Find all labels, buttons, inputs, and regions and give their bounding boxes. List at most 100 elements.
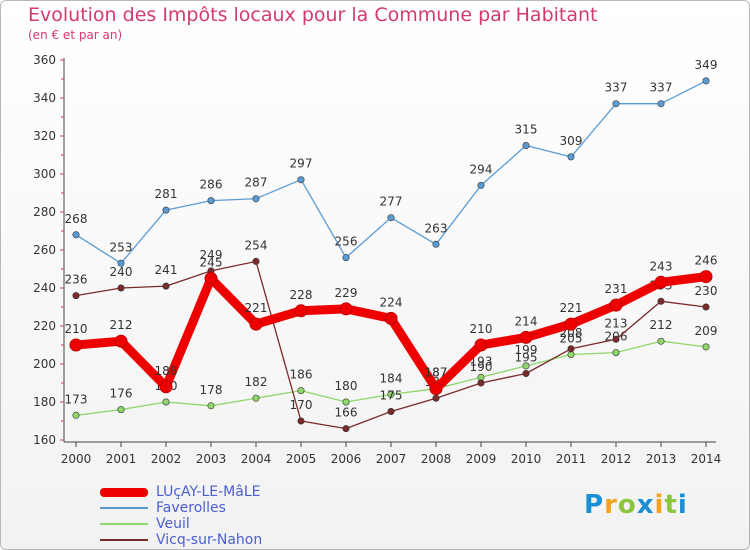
data-point-faverolles-2002 — [162, 206, 170, 214]
legend-label-faverolles: Faverolles — [156, 500, 226, 516]
data-label-lu-ay-le-m-le-2014: 246 — [695, 254, 718, 268]
data-label-vicq-sur-nahon-2005: 170 — [290, 398, 313, 412]
x-tick-label-2012: 2012 — [601, 452, 632, 466]
chart-title: Evolution des Impôts locaux pour la Comm… — [28, 4, 598, 26]
data-point-veuil-2003 — [207, 402, 215, 410]
data-point-lu-ay-le-m-le-2006 — [339, 302, 353, 316]
data-label-vicq-sur-nahon-2002: 241 — [155, 263, 178, 277]
legend-label-lucay: LUçAY-LE-MâLE — [156, 484, 261, 500]
data-label-lu-ay-le-m-le-2013: 243 — [650, 259, 673, 273]
data-label-faverolles-2014: 349 — [695, 58, 718, 72]
data-label-veuil-2000: 173 — [65, 392, 88, 406]
data-point-faverolles-2007 — [387, 214, 395, 222]
data-point-vicq-sur-nahon-2008 — [432, 394, 440, 402]
data-label-veuil-2009: 193 — [470, 354, 493, 368]
data-label-veuil-2010: 199 — [515, 343, 538, 357]
data-point-vicq-sur-nahon-2004 — [252, 257, 260, 265]
data-label-lu-ay-le-m-le-2006: 229 — [335, 286, 358, 300]
legend-label-vicq: Vicq-sur-Nahon — [156, 532, 263, 548]
x-tick-label-2009: 2009 — [466, 452, 497, 466]
data-label-vicq-sur-nahon-2007: 175 — [380, 389, 403, 403]
x-tick-label-2007: 2007 — [376, 452, 407, 466]
data-label-faverolles-2000: 268 — [65, 212, 88, 226]
legend-item-faverolles[interactable]: Faverolles — [100, 500, 360, 516]
data-label-lu-ay-le-m-le-2011: 221 — [560, 301, 583, 315]
data-point-faverolles-2011 — [567, 153, 575, 161]
data-point-lu-ay-le-m-le-2013 — [654, 275, 668, 289]
logo-letter-3: x — [636, 490, 655, 520]
data-point-faverolles-2010 — [522, 142, 530, 150]
x-tick-label-2013: 2013 — [646, 452, 677, 466]
data-label-faverolles-2001: 253 — [110, 240, 133, 254]
data-point-lu-ay-le-m-le-2009 — [474, 338, 488, 352]
data-point-vicq-sur-nahon-2005 — [297, 417, 305, 425]
data-point-veuil-2007 — [387, 390, 395, 398]
data-point-veuil-2010 — [522, 362, 530, 370]
data-point-faverolles-2012 — [612, 100, 620, 108]
data-label-faverolles-2010: 315 — [515, 123, 538, 137]
data-label-lu-ay-le-m-le-2012: 231 — [605, 282, 628, 296]
y-tick-label-240: 240 — [33, 281, 56, 295]
legend-swatch-vicq — [100, 539, 148, 541]
data-label-veuil-2007: 184 — [380, 371, 403, 385]
data-label-veuil-2003: 178 — [200, 383, 223, 397]
data-point-veuil-2012 — [612, 349, 620, 357]
data-point-veuil-2004 — [252, 394, 260, 402]
x-tick-label-2002: 2002 — [151, 452, 182, 466]
data-point-vicq-sur-nahon-2009 — [477, 379, 485, 387]
data-label-vicq-sur-nahon-2009: 190 — [470, 360, 493, 374]
chart-legend: LUçAY-LE-MâLE Faverolles Veuil Vicq-sur-… — [100, 484, 360, 548]
logo-letter-2: o — [617, 490, 637, 520]
y-tick-label-260: 260 — [33, 243, 56, 257]
data-point-vicq-sur-nahon-2007 — [387, 407, 395, 415]
data-label-vicq-sur-nahon-2003: 249 — [200, 248, 223, 262]
data-point-lu-ay-le-m-le-2010 — [519, 330, 533, 344]
data-point-vicq-sur-nahon-2012 — [612, 335, 620, 343]
data-label-faverolles-2009: 294 — [470, 162, 493, 176]
data-point-lu-ay-le-m-le-2001 — [114, 334, 128, 348]
data-label-faverolles-2008: 263 — [425, 221, 448, 235]
logo-letter-0: P — [584, 490, 605, 520]
data-point-vicq-sur-nahon-2010 — [522, 369, 530, 377]
legend-item-vicq[interactable]: Vicq-sur-Nahon — [100, 532, 360, 548]
legend-item-lucay[interactable]: LUçAY-LE-MâLE — [100, 484, 360, 500]
data-label-faverolles-2004: 287 — [245, 176, 268, 190]
chart-subtitle: (en € et par an) — [28, 28, 123, 42]
data-point-vicq-sur-nahon-2011 — [567, 345, 575, 353]
legend-swatch-veuil — [100, 523, 148, 525]
data-label-vicq-sur-nahon-2004: 254 — [245, 238, 268, 252]
data-point-vicq-sur-nahon-2006 — [342, 425, 350, 433]
data-label-faverolles-2012: 337 — [605, 81, 628, 95]
data-point-veuil-2013 — [657, 337, 665, 345]
data-point-lu-ay-le-m-le-2004 — [249, 317, 263, 331]
y-tick-label-360: 360 — [33, 53, 56, 67]
legend-item-veuil[interactable]: Veuil — [100, 516, 360, 532]
logo-letter-5: t — [664, 490, 678, 520]
data-point-veuil-2005 — [297, 387, 305, 395]
data-label-lu-ay-le-m-le-2008: 187 — [425, 366, 448, 380]
data-label-faverolles-2005: 297 — [290, 157, 313, 171]
data-point-faverolles-2000 — [72, 231, 80, 239]
x-tick-label-2003: 2003 — [196, 452, 227, 466]
legend-label-veuil: Veuil — [156, 516, 190, 532]
x-tick-label-2011: 2011 — [556, 452, 587, 466]
data-label-faverolles-2013: 337 — [650, 81, 673, 95]
data-point-faverolles-2006 — [342, 254, 350, 262]
data-point-veuil-2001 — [117, 406, 125, 414]
data-label-veuil-2011: 205 — [560, 332, 583, 346]
data-label-vicq-sur-nahon-2006: 166 — [335, 406, 358, 420]
y-tick-label-160: 160 — [33, 433, 56, 447]
y-tick-label-220: 220 — [33, 319, 56, 333]
data-point-lu-ay-le-m-le-2003 — [204, 272, 218, 285]
data-label-veuil-2013: 212 — [650, 318, 673, 332]
data-point-vicq-sur-nahon-2002 — [162, 282, 170, 290]
data-point-vicq-sur-nahon-2014 — [702, 303, 710, 311]
y-tick-label-340: 340 — [33, 91, 56, 105]
data-point-faverolles-2003 — [207, 197, 215, 205]
y-tick-label-300: 300 — [33, 167, 56, 181]
data-label-lu-ay-le-m-le-2001: 212 — [110, 318, 133, 332]
data-point-faverolles-2013 — [657, 100, 665, 108]
data-point-vicq-sur-nahon-2001 — [117, 284, 125, 292]
